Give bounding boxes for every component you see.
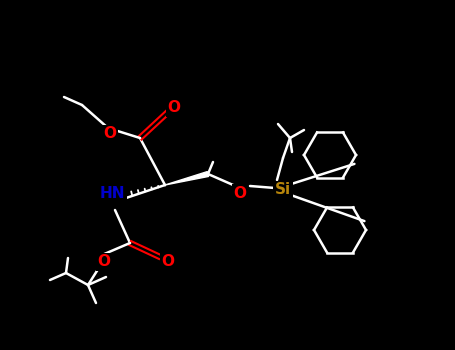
Text: O: O: [167, 100, 181, 116]
Text: Si: Si: [275, 182, 291, 197]
Text: HN: HN: [99, 186, 125, 201]
Text: O: O: [97, 254, 111, 270]
Polygon shape: [165, 172, 209, 185]
Text: O: O: [233, 186, 247, 201]
Text: O: O: [103, 126, 116, 141]
Text: O: O: [162, 253, 175, 268]
